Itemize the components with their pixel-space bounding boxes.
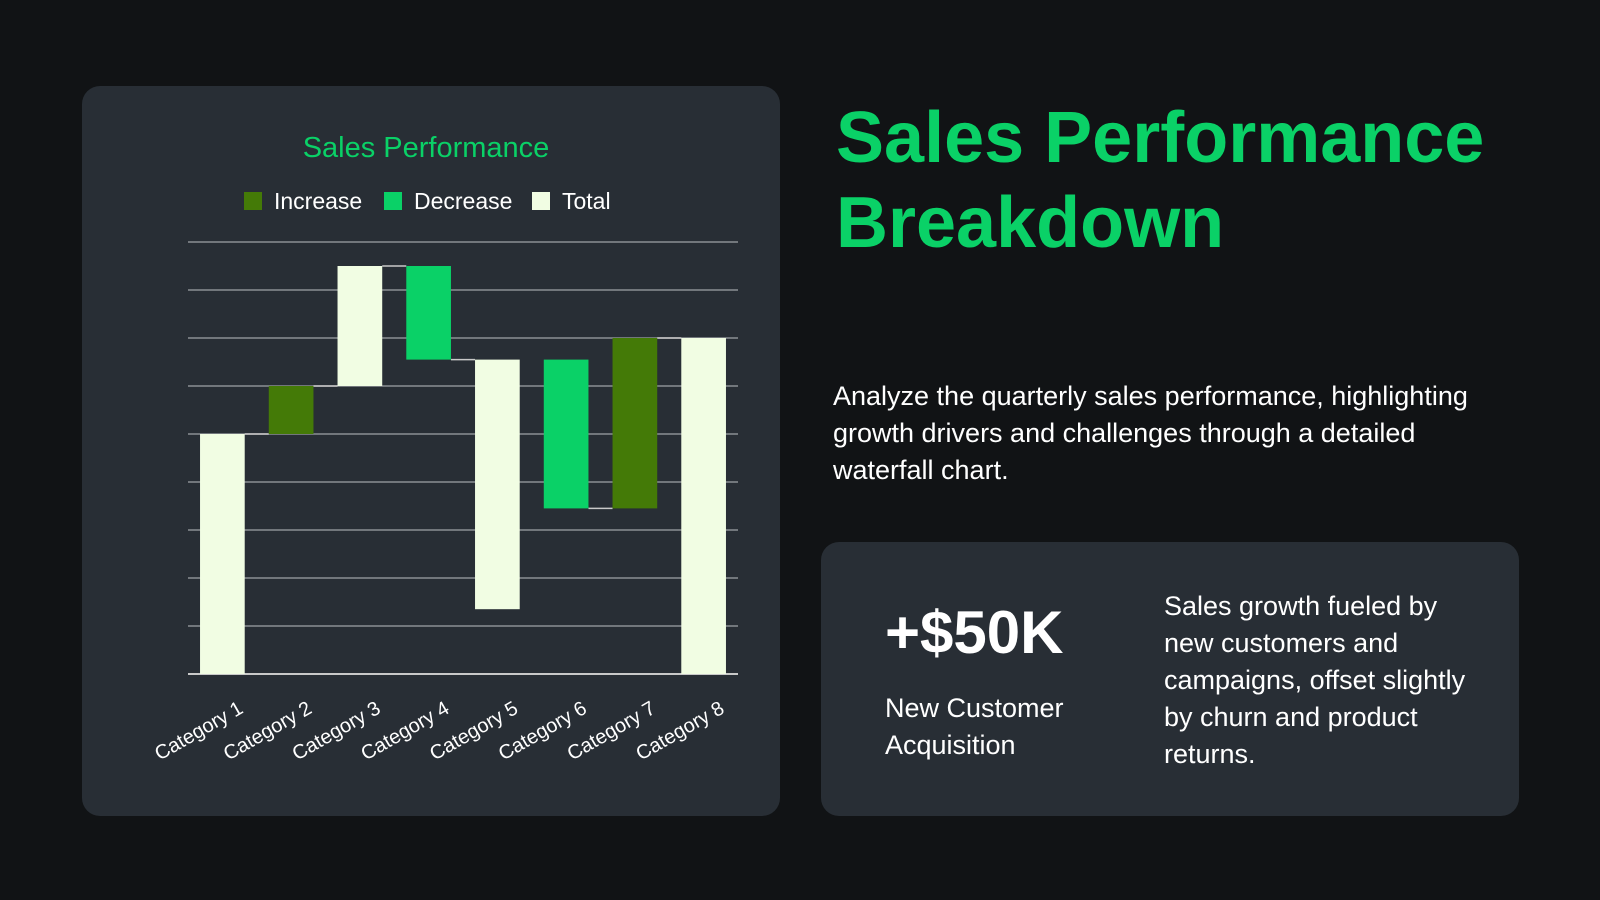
legend-label-increase: Increase — [274, 188, 362, 214]
legend-label-decrease: Decrease — [414, 188, 512, 214]
bar-5 — [475, 359, 520, 610]
legend-swatch-total — [532, 192, 550, 210]
chart-card: Sales Performance Increase Decrease Total … — [82, 86, 780, 816]
waterfall-chart: Sales Performance Increase Decrease Total … — [151, 132, 738, 765]
chart-bars — [200, 266, 726, 674]
page-description: Analyze the quarterly sales performance,… — [833, 381, 1468, 485]
bar-4 — [406, 266, 451, 360]
chart-legend: Increase Decrease Total — [244, 188, 611, 214]
stat-description: Sales growth fueled by new customers and… — [1164, 591, 1466, 769]
legend-swatch-increase — [244, 192, 262, 210]
chart-title: Sales Performance — [303, 132, 550, 164]
page-title: Sales Performance Breakdown — [836, 98, 1485, 263]
stat-label: New Customer Acquisition — [885, 693, 1064, 760]
legend-swatch-decrease — [384, 192, 402, 210]
bar-7 — [612, 338, 658, 509]
bar-1 — [200, 434, 245, 674]
legend-label-total: Total — [562, 188, 611, 214]
stat-card: +$50K New Customer Acquisition Sales gro… — [821, 542, 1519, 816]
chart-connectors — [244, 265, 682, 510]
bar-8 — [681, 338, 726, 674]
bar-2 — [268, 386, 314, 434]
bar-3 — [337, 266, 383, 386]
bar-6 — [543, 359, 589, 509]
stat-value: +$50K — [885, 599, 1064, 666]
